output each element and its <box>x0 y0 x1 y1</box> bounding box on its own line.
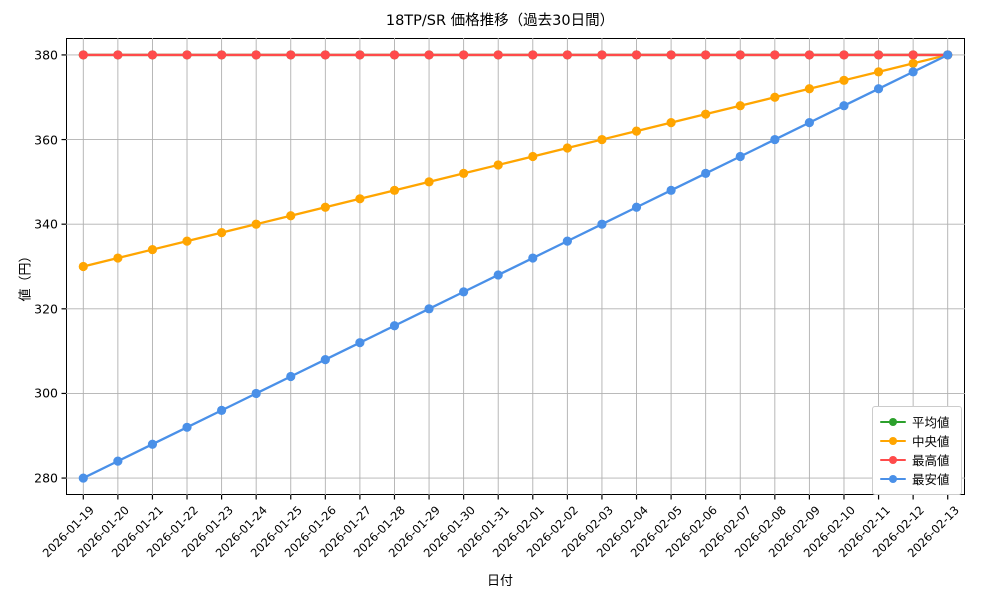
x-axis-label: 日付 <box>486 574 513 589</box>
legend-item-3[interactable]: 最安値 <box>880 469 954 488</box>
y-tick-label: 300 <box>34 385 58 401</box>
legend-label: 最安値 <box>912 472 950 487</box>
legend-item-0[interactable]: 平均値 <box>880 412 954 431</box>
legend-swatch-icon <box>880 434 906 448</box>
chart-legend: 平均値中央値最高値最安値 <box>872 406 962 495</box>
legend-item-1[interactable]: 中央値 <box>880 431 954 450</box>
legend-swatch-icon <box>880 453 906 467</box>
y-tick-label: 360 <box>34 132 58 148</box>
y-axis-label: 値（円） <box>18 249 34 302</box>
y-tick-label: 320 <box>34 301 58 317</box>
legend-item-2[interactable]: 最高値 <box>880 450 954 469</box>
chart-title: 18TP/SR 価格推移（過去30日間） <box>385 13 615 29</box>
legend-label: 最高値 <box>912 453 950 468</box>
legend-label: 平均値 <box>912 415 950 430</box>
y-tick-label: 380 <box>34 47 58 63</box>
legend-label: 中央値 <box>912 434 950 449</box>
legend-swatch-icon <box>880 472 906 486</box>
y-tick-label: 280 <box>34 470 58 486</box>
y-tick-label: 340 <box>34 216 58 232</box>
legend-swatch-icon <box>880 415 906 429</box>
plot-area <box>66 38 965 495</box>
